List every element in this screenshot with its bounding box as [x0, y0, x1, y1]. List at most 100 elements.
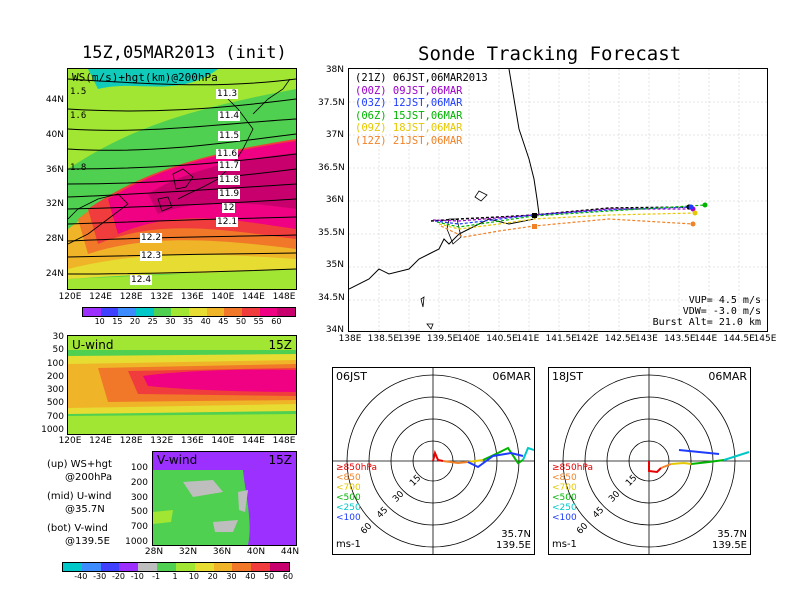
lat-tick: 37N — [325, 130, 344, 140]
lon-tick: 144E — [241, 436, 265, 446]
colorbar-label: 15 — [112, 317, 123, 326]
colorbar-label: 25 — [147, 317, 158, 326]
lat-tick: 32N — [178, 547, 198, 557]
colorbar-swatch — [175, 563, 195, 571]
lat-tick: 28N — [45, 234, 64, 245]
lat-tick: 37.5N — [318, 97, 345, 108]
lon-tick: 142E — [575, 334, 599, 344]
lat-tick: 36N — [45, 164, 64, 175]
lat-tick: 44N — [280, 547, 300, 557]
colorbar-swatch — [194, 563, 214, 571]
pressure-level-key: <700 — [552, 483, 577, 493]
lon-tick: 144.5E — [723, 334, 755, 344]
pressure-level-key: <850 — [552, 473, 577, 483]
pressure-tick: 500 — [46, 398, 64, 409]
colorbar-label: -1 — [152, 572, 161, 581]
pressure-level-key: <500 — [552, 493, 577, 503]
vup-text: VUP= 4.5 m/s — [688, 295, 761, 306]
hodo-right-lon: 139.5E — [712, 540, 747, 551]
colorbar-swatch — [259, 308, 278, 316]
left-title: 15Z,05MAR2013 (init) — [82, 43, 287, 63]
colorbar-swatch — [232, 563, 252, 571]
lat-tick: 38N — [325, 65, 344, 75]
lon-tick: 138.5E — [367, 334, 400, 344]
lon-tick: 139.5E — [426, 334, 459, 344]
lon-tick: 120E — [58, 436, 82, 446]
pressure-tick: 1000 — [41, 425, 64, 435]
u-wind-section-svg — [68, 336, 296, 434]
lat-tick: 36N — [212, 547, 232, 557]
hodo-left-levels: ≥850hPa <850 <700 <500 <250 <100 — [336, 463, 377, 523]
pressure-level-key: <100 — [336, 513, 361, 523]
colorbar-swatch — [100, 308, 119, 316]
colorbar-label: -30 — [93, 572, 107, 581]
lon-tick: 128E — [119, 436, 143, 446]
colorbar-label: -10 — [130, 572, 144, 581]
wind-speed-map-svg — [68, 69, 296, 289]
pressure-tick: 300 — [46, 385, 64, 396]
pressure-tick: 50 — [52, 345, 64, 356]
colorbar-label: 35 — [182, 317, 194, 326]
edge-label-3: 1.8 — [70, 163, 87, 173]
hodo-right-lat: 35.7N — [717, 529, 747, 540]
lat-tick: 40N — [45, 129, 64, 140]
colorbar-swatch — [251, 563, 271, 571]
lon-tick: 138E — [338, 334, 362, 344]
v-wind-label: V-wind — [157, 453, 198, 467]
pressure-tick: 700 — [46, 411, 64, 422]
colorbar-label: 45 — [218, 317, 229, 326]
pressure-tick: 100 — [46, 358, 64, 369]
pressure-level-key: <250 — [552, 503, 577, 513]
colorbar-swatch — [81, 563, 101, 571]
panel-legend: (up) WS+hgt @200hPa (mid) U-wind @35.7N … — [47, 458, 112, 548]
v-wind-section-svg — [153, 452, 296, 545]
lon-tick: 142.5E — [604, 334, 637, 344]
track-legend-item: (09Z) 18JST,06MAR — [355, 122, 463, 134]
contour-label: 11.7 — [218, 161, 241, 171]
pressure-level-key: <500 — [336, 493, 361, 503]
lon-tick: 141.5E — [545, 334, 577, 344]
lat-tick: 44N — [45, 95, 64, 105]
lon-tick: 143.5E — [664, 334, 696, 344]
pressure-tick: 200 — [46, 371, 64, 382]
lon-tick: 128E — [119, 292, 143, 302]
lat-tick: 35N — [325, 260, 344, 270]
hodograph-18jst: 18JST 06MAR ≥850hPa <850 <700 <500 <250 <100 … — [548, 367, 751, 555]
vdw-text: VDW= -3.0 m/s — [682, 306, 761, 317]
pressure-tick: 300 — [130, 492, 148, 503]
track-legend: (21Z) 06JST,06MAR2013 (00Z) 09JST,06MAR (0… — [355, 72, 488, 147]
contour-label: 12.3 — [140, 251, 163, 261]
pressure-level-key: ≥850hPa — [336, 463, 377, 473]
colorbar-label: 60 — [271, 317, 282, 326]
contour-label: 11.4 — [218, 111, 241, 121]
legend-mid-2: @35.7N — [65, 504, 105, 515]
top-colorbar — [82, 307, 296, 317]
pressure-level-key: <850 — [336, 473, 361, 483]
pressure-level-key: ≥850hPa — [552, 463, 593, 473]
lat-tick: 35.5N — [318, 227, 345, 238]
colorbar-swatch — [242, 308, 260, 316]
contour-label: 12.4 — [130, 275, 153, 285]
lat-tick: 36.5N — [318, 162, 345, 173]
lat-tick: 28N — [144, 547, 164, 557]
contour-label: 11.9 — [218, 189, 241, 199]
v-wind-time: 15Z — [268, 453, 293, 467]
pressure-level-key: <100 — [552, 513, 577, 523]
lon-tick: 148E — [272, 436, 296, 446]
colorbar-swatch — [189, 308, 207, 316]
colorbar-swatch — [83, 308, 101, 316]
lon-tick: 145E — [753, 334, 777, 344]
legend-up-2: @200hPa — [65, 472, 113, 483]
colorbar-swatch — [136, 308, 154, 316]
lon-tick: 140.5E — [486, 334, 518, 344]
colorbar-swatch — [277, 308, 296, 316]
hodograph-06jst-svg — [333, 368, 534, 554]
hodo-right-time: 18JST — [552, 370, 583, 383]
hodograph-06jst: 06JST 06MAR ≥850hPa <850 <700 <500 <250 <100 … — [332, 367, 535, 555]
lon-tick: 136E — [180, 292, 204, 302]
hodo-left-date: 06MAR — [492, 370, 531, 383]
pressure-tick: 700 — [130, 522, 148, 533]
contour-label: 12 — [222, 203, 236, 213]
colorbar-label: 10 — [94, 317, 105, 326]
contour-label: 12.1 — [216, 217, 239, 227]
